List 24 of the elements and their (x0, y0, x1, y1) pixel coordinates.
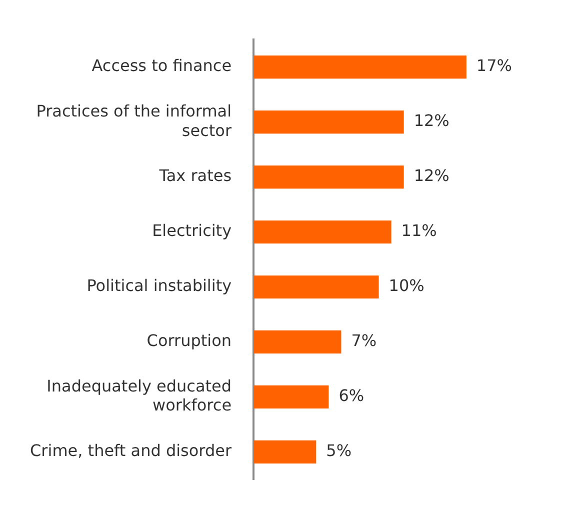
data-label: 12% (414, 166, 450, 186)
bar (254, 385, 329, 408)
y-tick-label: Crime, theft and disorder (30, 441, 232, 460)
bar (254, 220, 392, 244)
y-tick-label: Access to finance (92, 56, 232, 76)
data-label: 5% (326, 441, 352, 460)
data-label: 6% (338, 386, 364, 406)
bar (254, 330, 342, 354)
data-label: 7% (351, 331, 377, 350)
bar (254, 165, 404, 189)
bar (254, 275, 379, 299)
y-tick-label: Practices of the informal sector (36, 102, 232, 140)
y-tick-label: Inadequately educated workforce (46, 376, 232, 415)
y-tick-label: Corruption (146, 331, 232, 350)
y-tick-label: Tax rates (158, 166, 232, 186)
data-label: 11% (401, 221, 437, 240)
bar (254, 56, 466, 79)
y-tick-label: Political instability (86, 276, 232, 296)
data-label: 12% (414, 111, 450, 130)
data-label: 10% (388, 276, 424, 296)
data-label: 17% (476, 56, 512, 76)
y-tick-label: Electricity (152, 221, 232, 240)
bar (254, 440, 316, 464)
bar (254, 110, 404, 134)
